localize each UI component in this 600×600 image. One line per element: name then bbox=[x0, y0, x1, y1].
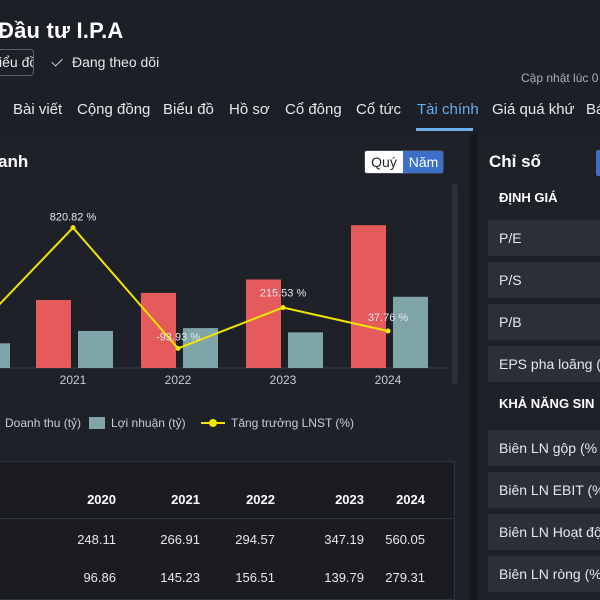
tab-ba[interactable]: Bá bbox=[586, 101, 600, 118]
indicators-accent bbox=[596, 150, 600, 176]
legend-swatch-growth bbox=[201, 419, 225, 427]
tab-cong-dong[interactable]: Cộng đồng bbox=[77, 101, 151, 118]
x-tick-label: 2022 bbox=[165, 373, 192, 387]
indicator-section: ĐỊNH GIÁ bbox=[499, 190, 558, 205]
legend-label-growth: Tăng trưởng LNST (%) bbox=[231, 416, 355, 430]
tab-co-dong[interactable]: Cổ đông bbox=[285, 101, 342, 118]
indicator-row[interactable]: P/B bbox=[488, 304, 600, 340]
business-results-panel: anh Quý Năm 2020 2021 2022 2023 2024 820.82 %… bbox=[0, 134, 470, 600]
bar-revenue bbox=[141, 292, 176, 368]
financial-chart: 20202021202220232024820.82 %-93.93 %215.… bbox=[0, 212, 450, 387]
follow-label: Đang theo dõi bbox=[72, 54, 160, 70]
updated-label: Cập nhật lúc 0 bbox=[521, 71, 599, 85]
table-cell: 560.05 bbox=[385, 532, 425, 547]
legend-label-revenue: Doanh thu (tỷ) bbox=[5, 416, 82, 430]
table-header-year: 2022 bbox=[246, 492, 275, 507]
legend-swatch-profit bbox=[89, 417, 105, 429]
table-cell: 266.91 bbox=[160, 532, 200, 547]
point-growth bbox=[385, 328, 391, 334]
point-growth bbox=[70, 225, 76, 231]
table-cell: 96.86 bbox=[83, 570, 116, 585]
bar-revenue bbox=[351, 225, 386, 368]
tab-tai-chinh[interactable]: Tài chính bbox=[417, 101, 479, 118]
data-label-growth: 820.82 % bbox=[50, 212, 97, 224]
follow-button[interactable]: Đang theo dõi bbox=[51, 54, 160, 70]
data-label-growth: 37.76 % bbox=[368, 312, 409, 324]
table-header-year: 2021 bbox=[171, 492, 200, 507]
table-cell: 145.23 bbox=[160, 570, 200, 585]
point-growth bbox=[175, 345, 181, 351]
table-cell: 294.57 bbox=[235, 532, 275, 547]
indicators-panel: Chỉ số ĐỊNH GIÁ P/E P/S P/B EPS pha loãng ( K… bbox=[478, 134, 600, 600]
indicator-row[interactable]: P/E bbox=[488, 220, 600, 256]
tab-gia-qua-khu[interactable]: Giá quá khứ bbox=[492, 101, 575, 118]
table-divider bbox=[0, 518, 455, 519]
company-title: Đầu tư I.P.A bbox=[0, 18, 124, 43]
x-tick-label: 2021 bbox=[60, 373, 87, 387]
table-cell: 248.11 bbox=[77, 532, 116, 547]
content-area: anh Quý Năm 2020 2021 2022 2023 2024 820.82 %… bbox=[0, 134, 600, 600]
table-cell: 139.79 bbox=[324, 570, 364, 585]
period-toggle: Quý Năm bbox=[364, 150, 444, 174]
tab-ho-so[interactable]: Hồ sơ bbox=[229, 101, 270, 118]
indicator-row[interactable]: P/S bbox=[488, 262, 600, 298]
tab-bieu-do[interactable]: Biểu đồ bbox=[163, 101, 214, 118]
bar-profit bbox=[393, 296, 428, 368]
data-label-growth: 215.53 % bbox=[260, 288, 307, 300]
toggle-year[interactable]: Năm bbox=[403, 151, 443, 173]
indicators-title: Chỉ số bbox=[489, 152, 541, 171]
indicator-row[interactable]: Biên LN ròng (% bbox=[488, 556, 600, 592]
indicator-row[interactable]: Biên LN gộp (% bbox=[488, 430, 600, 466]
bar-profit bbox=[288, 332, 323, 368]
indicator-row[interactable]: Biên LN EBIT (% bbox=[488, 472, 600, 508]
financial-table: 2020 2021 2022 2023 2024 248.11 266.91 2… bbox=[0, 461, 455, 600]
tab-bar: Bài viết Cộng đồng Biểu đồ Hồ sơ Cổ đông… bbox=[0, 96, 600, 134]
chart-button[interactable]: iểu đồ bbox=[0, 49, 34, 76]
bar-profit bbox=[78, 330, 113, 368]
table-header-year: 2020 bbox=[87, 492, 116, 507]
data-label-growth: -93.93 % bbox=[156, 331, 200, 343]
table-header-year: 2023 bbox=[335, 492, 364, 507]
active-tab-indicator bbox=[416, 128, 473, 131]
x-tick-label: 2024 bbox=[375, 373, 402, 387]
table-cell: 279.31 bbox=[385, 570, 425, 585]
page-header: Đầu tư I.P.A iểu đồ Đang theo dõi Cập nh… bbox=[0, 0, 600, 92]
indicator-row[interactable]: Biên LN Hoạt độ bbox=[488, 514, 600, 550]
table-cell: 347.19 bbox=[324, 532, 364, 547]
table-header-year: 2024 bbox=[396, 492, 425, 507]
indicator-section: KHẢ NĂNG SIN bbox=[499, 396, 595, 411]
bar-revenue bbox=[36, 299, 71, 368]
bar-revenue bbox=[246, 279, 281, 368]
legend-label-profit: Lợi nhuận (tỷ) bbox=[111, 416, 186, 430]
bar-profit bbox=[0, 343, 10, 368]
tab-bai-viet[interactable]: Bài viết bbox=[13, 101, 63, 118]
chart-scrollbar[interactable] bbox=[452, 184, 458, 384]
panel-title: anh bbox=[0, 152, 29, 171]
tab-co-tuc[interactable]: Cổ tức bbox=[356, 101, 402, 118]
table-cell: 156.51 bbox=[235, 570, 275, 585]
indicator-row[interactable]: EPS pha loãng ( bbox=[488, 346, 600, 382]
point-growth bbox=[280, 305, 286, 311]
legend-item-profit[interactable]: Lợi nhuận (tỷ) bbox=[89, 416, 186, 430]
legend-item-growth[interactable]: Tăng trưởng LNST (%) bbox=[200, 416, 354, 430]
check-icon bbox=[51, 55, 63, 67]
toggle-quarter[interactable]: Quý bbox=[365, 151, 403, 173]
x-tick-label: 2023 bbox=[270, 373, 297, 387]
legend-item-revenue[interactable]: Doanh thu (tỷ) bbox=[5, 416, 81, 430]
